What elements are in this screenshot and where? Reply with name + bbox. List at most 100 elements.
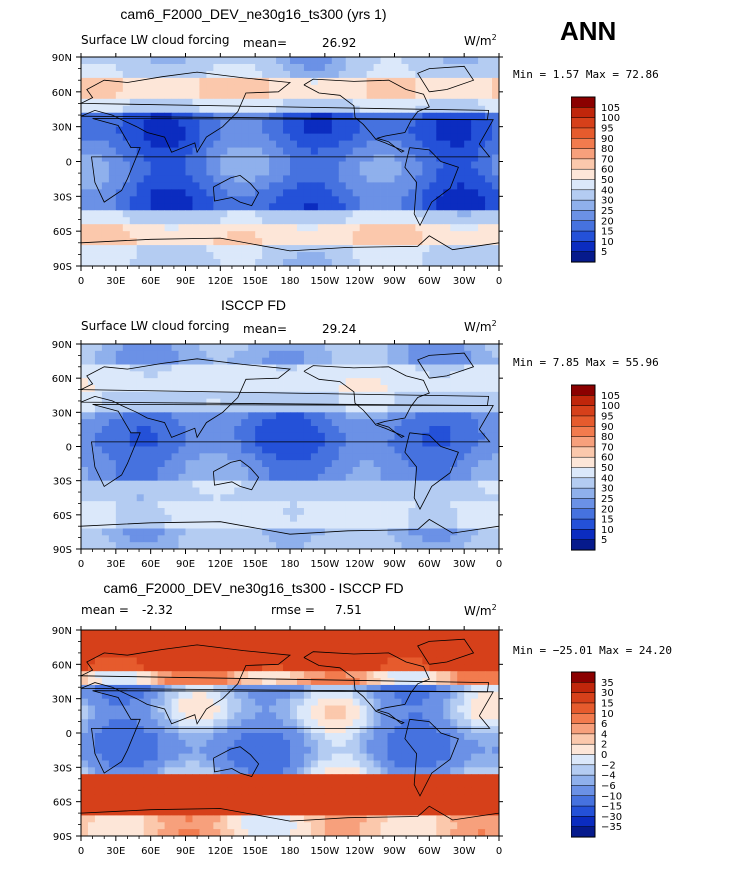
map-cell (248, 392, 255, 399)
map-cell (325, 712, 332, 719)
map-cell (158, 651, 165, 658)
map-cell (360, 217, 367, 224)
map-cell (471, 238, 478, 245)
map-cell (213, 106, 220, 113)
map-cell (353, 733, 360, 740)
map-cell (102, 189, 109, 196)
map-cell (332, 134, 339, 141)
map-cell (492, 406, 499, 413)
map-cell (172, 692, 179, 699)
map-cell (304, 481, 311, 488)
map-cell (123, 85, 130, 92)
map-cell (123, 529, 130, 536)
map-cell (346, 64, 353, 71)
map-cell (130, 481, 137, 488)
map-cell (311, 481, 318, 488)
map-cell (395, 542, 402, 549)
map-cell (262, 85, 269, 92)
map-cell (408, 699, 415, 706)
map-cell (227, 85, 234, 92)
map-cell (346, 406, 353, 413)
map-cell (450, 726, 457, 733)
map-cell (151, 412, 158, 419)
map-cell (262, 501, 269, 508)
map-cell (241, 71, 248, 78)
map-cell (213, 426, 220, 433)
map-cell (478, 392, 485, 399)
map-cell (234, 508, 241, 515)
map-cell (339, 162, 346, 169)
map-cell (158, 740, 165, 747)
map-cell (450, 406, 457, 413)
map-cell (158, 392, 165, 399)
map-cell (137, 740, 144, 747)
map-cell (374, 365, 381, 372)
x-tick-label: 0 (78, 276, 84, 287)
map-cell (102, 57, 109, 64)
map-cell (478, 371, 485, 378)
map-cell (408, 474, 415, 481)
map-cell (408, 535, 415, 542)
map-cell (269, 515, 276, 522)
map-cell (401, 474, 408, 481)
map-cell (443, 120, 450, 127)
map-cell (408, 78, 415, 85)
map-cell (471, 644, 478, 651)
colorbar-swatch (571, 169, 595, 180)
map-cell (213, 664, 220, 671)
map-cell (339, 365, 346, 372)
map-cell (311, 529, 318, 536)
map-cell (367, 637, 374, 644)
map-cell (290, 644, 297, 651)
map-cell (227, 664, 234, 671)
map-cell (374, 92, 381, 99)
map-cell (192, 217, 199, 224)
map-cell (478, 106, 485, 113)
map-cell (234, 168, 241, 175)
map-cell (262, 358, 269, 365)
map-cell (318, 189, 325, 196)
map-cell (325, 155, 332, 162)
map-cell (151, 57, 158, 64)
map-cell (395, 378, 402, 385)
x-tick-label: 30E (106, 276, 125, 287)
map-cell (172, 488, 179, 495)
map-cell (241, 726, 248, 733)
map-cell (290, 134, 297, 141)
map-cell (234, 141, 241, 148)
map-cell (318, 406, 325, 413)
map-cell (311, 740, 318, 747)
map-cell (478, 535, 485, 542)
map-cell (158, 148, 165, 155)
map-cell (276, 488, 283, 495)
map-cell (248, 217, 255, 224)
map-cell (367, 508, 374, 515)
map-cell (450, 419, 457, 426)
map-cell (102, 120, 109, 127)
map-cell (492, 127, 499, 134)
map-cell (374, 57, 381, 64)
map-cell (283, 522, 290, 529)
map-cell (395, 726, 402, 733)
map-cell (457, 726, 464, 733)
map-cell (450, 351, 457, 358)
map-cell (436, 447, 443, 454)
map-cell (360, 162, 367, 169)
map-cell (81, 203, 88, 210)
map-cell (269, 371, 276, 378)
map-cell (227, 719, 234, 726)
map-cell (457, 692, 464, 699)
x-tick-label: 30W (453, 276, 476, 287)
map-cell (262, 706, 269, 713)
map-cell (360, 231, 367, 238)
map-cell (429, 358, 436, 365)
map-cell (297, 637, 304, 644)
map-cell (213, 419, 220, 426)
map-cell (353, 148, 360, 155)
map-cell (123, 358, 130, 365)
map-cell (436, 259, 443, 266)
map-cell (123, 644, 130, 651)
map-cell (443, 134, 450, 141)
y-tick-label: 0 (66, 443, 72, 454)
map-cell (130, 127, 137, 134)
